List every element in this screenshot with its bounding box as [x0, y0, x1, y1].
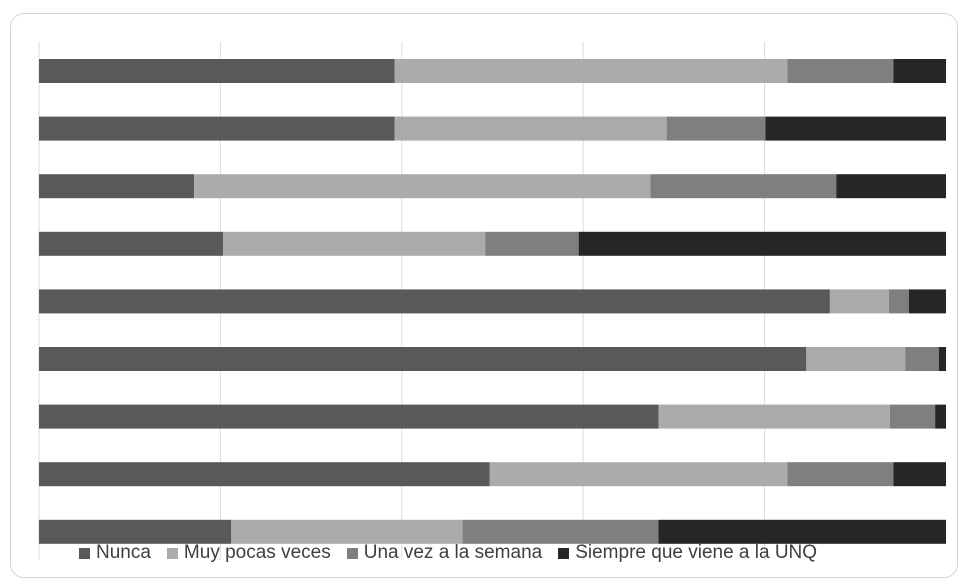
- legend-item-muy-pocas-veces: Muy pocas veces: [166, 542, 331, 564]
- bar-segment-2-row-1: [394, 59, 788, 83]
- legend-label-nunca: Nunca: [96, 542, 151, 563]
- bar-segment-2-row-7: [658, 404, 890, 429]
- bar-segment-1-row-3: [39, 174, 195, 199]
- bar-segment-1-row-1: [39, 59, 395, 83]
- legend-label-muy-pocas-veces: Muy pocas veces: [183, 542, 331, 563]
- bar-segment-4-row-8: [893, 462, 946, 487]
- bar-segment-2-row-5: [829, 289, 889, 314]
- bar-segment-2-row-8: [489, 462, 788, 487]
- bar-segment-3-row-1: [787, 59, 894, 83]
- bar-segment-1-row-4: [39, 231, 224, 256]
- bar-segment-4-row-6: [938, 347, 946, 371]
- bar-segment-4-row-4: [578, 231, 946, 256]
- bar-segment-2-row-3: [194, 174, 651, 199]
- legend-label-una-vez-a-la-semana: Una vez a la semana: [363, 542, 543, 563]
- bar-segment-2-row-2: [394, 116, 667, 141]
- bar-segment-3-row-9: [462, 519, 659, 544]
- legend: Nunca Muy pocas veces Una vez a la seman…: [79, 542, 817, 564]
- bar-segment-4-row-1: [893, 59, 946, 83]
- legend-item-una-vez-a-la-semana: Una vez a la semana: [346, 542, 543, 564]
- bar-segment-3-row-6: [905, 347, 939, 371]
- bar-segment-1-row-5: [39, 289, 830, 314]
- bar-segment-1-row-2: [39, 116, 395, 141]
- bar-segment-2-row-4: [223, 231, 486, 256]
- legend-swatch-una-vez-a-la-semana: [346, 547, 358, 559]
- bar-segment-4-row-7: [935, 404, 946, 429]
- legend-label-siempre-que-viene-a-la-unq: Siempre que viene a la UNQ: [575, 542, 818, 563]
- bar-segment-3-row-5: [888, 289, 909, 314]
- bar-segment-3-row-7: [889, 404, 936, 429]
- legend-swatch-muy-pocas-veces: [166, 547, 178, 559]
- legend-item-siempre-que-viene-a-la-unq: Siempre que viene a la UNQ: [558, 542, 817, 564]
- bar-segment-4-row-9: [658, 519, 946, 544]
- bar-segment-2-row-9: [231, 519, 463, 544]
- legend-item-nunca: Nunca: [79, 542, 151, 564]
- bar-segment-1-row-9: [39, 519, 232, 544]
- bar-segment-3-row-3: [650, 174, 837, 199]
- legend-swatch-nunca: [79, 547, 90, 559]
- bar-segment-4-row-5: [908, 289, 946, 314]
- bar-segment-4-row-2: [765, 116, 946, 141]
- bar-segment-4-row-3: [836, 174, 946, 199]
- bar-segment-3-row-2: [666, 116, 766, 141]
- bar-segment-3-row-8: [787, 462, 894, 487]
- bar-segment-1-row-7: [39, 404, 659, 429]
- bar-segment-1-row-8: [39, 462, 490, 487]
- legend-swatch-siempre-que-viene-a-la-unq: [558, 547, 570, 559]
- bars: [39, 59, 946, 544]
- bar-segment-1-row-6: [39, 347, 807, 371]
- bar-segment-3-row-4: [485, 231, 579, 256]
- bar-segment-2-row-6: [806, 347, 906, 371]
